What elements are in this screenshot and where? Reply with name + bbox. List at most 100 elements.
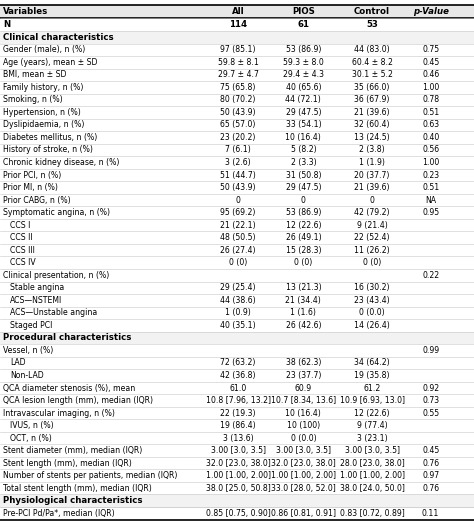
Text: 0.85 [0.75, 0.90]: 0.85 [0.75, 0.90] [206, 509, 271, 518]
Text: 0.40: 0.40 [422, 133, 439, 142]
Text: 35 (66.0): 35 (66.0) [355, 83, 390, 92]
Bar [0, 19, 474, 31]
Bar [0, 482, 474, 494]
Text: 61.0: 61.0 [229, 384, 247, 393]
Text: ACS—Unstable angina: ACS—Unstable angina [10, 308, 97, 317]
Text: 14 (26.4): 14 (26.4) [354, 321, 390, 330]
Text: Number of stents per patients, median (IQR): Number of stents per patients, median (I… [3, 471, 178, 480]
Text: 34 (64.2): 34 (64.2) [354, 358, 390, 367]
Text: 23 (20.2): 23 (20.2) [220, 133, 256, 142]
Text: 10 (16.4): 10 (16.4) [285, 409, 321, 418]
Bar [0, 344, 474, 357]
Text: CCS I: CCS I [10, 220, 30, 229]
Text: 95 (69.2): 95 (69.2) [220, 208, 256, 217]
Bar [0, 281, 474, 294]
Text: 29.4 ± 4.3: 29.4 ± 4.3 [283, 70, 324, 80]
Text: Smoking, n (%): Smoking, n (%) [3, 95, 63, 104]
Text: IVUS, n (%): IVUS, n (%) [10, 421, 54, 430]
Text: 13 (24.5): 13 (24.5) [354, 133, 390, 142]
Text: 10.9 [6.93, 13.0]: 10.9 [6.93, 13.0] [339, 396, 405, 405]
Text: 16 (30.2): 16 (30.2) [355, 284, 390, 292]
Bar [0, 81, 474, 94]
Text: 32.0 [23.0, 38.0]: 32.0 [23.0, 38.0] [271, 458, 336, 467]
Text: NA: NA [425, 196, 436, 205]
Text: 3.00 [3.0, 3.5]: 3.00 [3.0, 3.5] [210, 446, 266, 455]
Text: 53 (86.9): 53 (86.9) [286, 208, 321, 217]
Text: CCS II: CCS II [10, 233, 33, 242]
Bar [0, 357, 474, 369]
Text: 36 (67.9): 36 (67.9) [355, 95, 390, 104]
Bar [0, 457, 474, 470]
Text: 61.2: 61.2 [364, 384, 381, 393]
Text: 29 (25.4): 29 (25.4) [220, 284, 256, 292]
Bar [0, 5, 474, 19]
Text: 0.56: 0.56 [422, 146, 439, 154]
Text: 23 (37.7): 23 (37.7) [286, 371, 321, 380]
Text: 12 (22.6): 12 (22.6) [355, 409, 390, 418]
Text: 42 (36.8): 42 (36.8) [220, 371, 256, 380]
Text: 53 (86.9): 53 (86.9) [286, 45, 321, 54]
Text: 21 (22.1): 21 (22.1) [220, 220, 256, 229]
Text: 40 (35.1): 40 (35.1) [220, 321, 256, 330]
Bar [0, 232, 474, 244]
Text: 12 (22.6): 12 (22.6) [286, 220, 321, 229]
Text: 0.73: 0.73 [422, 396, 439, 405]
Text: Procedural characteristics: Procedural characteristics [3, 333, 132, 342]
Text: 15 (28.3): 15 (28.3) [286, 246, 321, 255]
Bar [0, 131, 474, 144]
Text: 0.83 [0.72, 0.89]: 0.83 [0.72, 0.89] [340, 509, 404, 518]
Text: 38 (62.3): 38 (62.3) [286, 358, 321, 367]
Text: 0.92: 0.92 [422, 384, 439, 393]
Text: All: All [232, 7, 245, 16]
Text: 0 (0): 0 (0) [294, 258, 312, 267]
Text: 3.00 [3.0, 3.5]: 3.00 [3.0, 3.5] [276, 446, 331, 455]
Text: 44 (38.6): 44 (38.6) [220, 296, 256, 305]
Text: Staged PCI: Staged PCI [10, 321, 52, 330]
Text: 59.8 ± 8.1: 59.8 ± 8.1 [218, 58, 259, 67]
Text: Control: Control [354, 7, 390, 16]
Text: 1.00: 1.00 [422, 158, 439, 167]
Text: Symptomatic angina, n (%): Symptomatic angina, n (%) [3, 208, 110, 217]
Text: 28.0 [23.0, 38.0]: 28.0 [23.0, 38.0] [340, 458, 404, 467]
Text: 0.76: 0.76 [422, 458, 439, 467]
Text: 31 (50.8): 31 (50.8) [286, 171, 321, 180]
Text: 59.3 ± 8.0: 59.3 ± 8.0 [283, 58, 324, 67]
Bar [0, 106, 474, 119]
Bar [0, 119, 474, 131]
Bar [0, 419, 474, 432]
Text: 1.00 [1.00, 2.00]: 1.00 [1.00, 2.00] [271, 471, 336, 480]
Text: 2 (3.3): 2 (3.3) [291, 158, 316, 167]
Text: 72 (63.2): 72 (63.2) [220, 358, 256, 367]
Text: 0.97: 0.97 [422, 471, 439, 480]
Text: 60.9: 60.9 [295, 384, 312, 393]
Text: 10.7 [8.34, 13.6]: 10.7 [8.34, 13.6] [271, 396, 336, 405]
Text: Hypertension, n (%): Hypertension, n (%) [3, 108, 81, 117]
Text: N: N [3, 20, 10, 29]
Text: Stable angina: Stable angina [10, 284, 64, 292]
Text: 0 (0): 0 (0) [229, 258, 247, 267]
Text: 61: 61 [297, 20, 310, 29]
Text: 30.1 ± 5.2: 30.1 ± 5.2 [352, 70, 392, 80]
Text: LAD: LAD [10, 358, 26, 367]
Text: Chronic kidney disease, n (%): Chronic kidney disease, n (%) [3, 158, 120, 167]
Bar [0, 43, 474, 56]
Bar [0, 169, 474, 181]
Text: 3.00 [3.0, 3.5]: 3.00 [3.0, 3.5] [345, 446, 400, 455]
Text: 21 (34.4): 21 (34.4) [285, 296, 321, 305]
Text: Prior PCI, n (%): Prior PCI, n (%) [3, 171, 62, 180]
Text: 32.0 [23.0, 38.0]: 32.0 [23.0, 38.0] [206, 458, 271, 467]
Bar [0, 219, 474, 232]
Bar [0, 244, 474, 257]
Text: Gender (male), n (%): Gender (male), n (%) [3, 45, 86, 54]
Bar [0, 306, 474, 319]
Text: 0.86 [0.81, 0.91]: 0.86 [0.81, 0.91] [271, 509, 336, 518]
Text: 42 (79.2): 42 (79.2) [355, 208, 390, 217]
Text: 50 (43.9): 50 (43.9) [220, 108, 256, 117]
Text: 53: 53 [366, 20, 378, 29]
Text: 44 (83.0): 44 (83.0) [354, 45, 390, 54]
Text: Prior MI, n (%): Prior MI, n (%) [3, 183, 58, 192]
Text: 0.51: 0.51 [422, 108, 439, 117]
Text: Family history, n (%): Family history, n (%) [3, 83, 84, 92]
Text: 75 (65.8): 75 (65.8) [220, 83, 256, 92]
Text: 13 (21.3): 13 (21.3) [285, 284, 321, 292]
